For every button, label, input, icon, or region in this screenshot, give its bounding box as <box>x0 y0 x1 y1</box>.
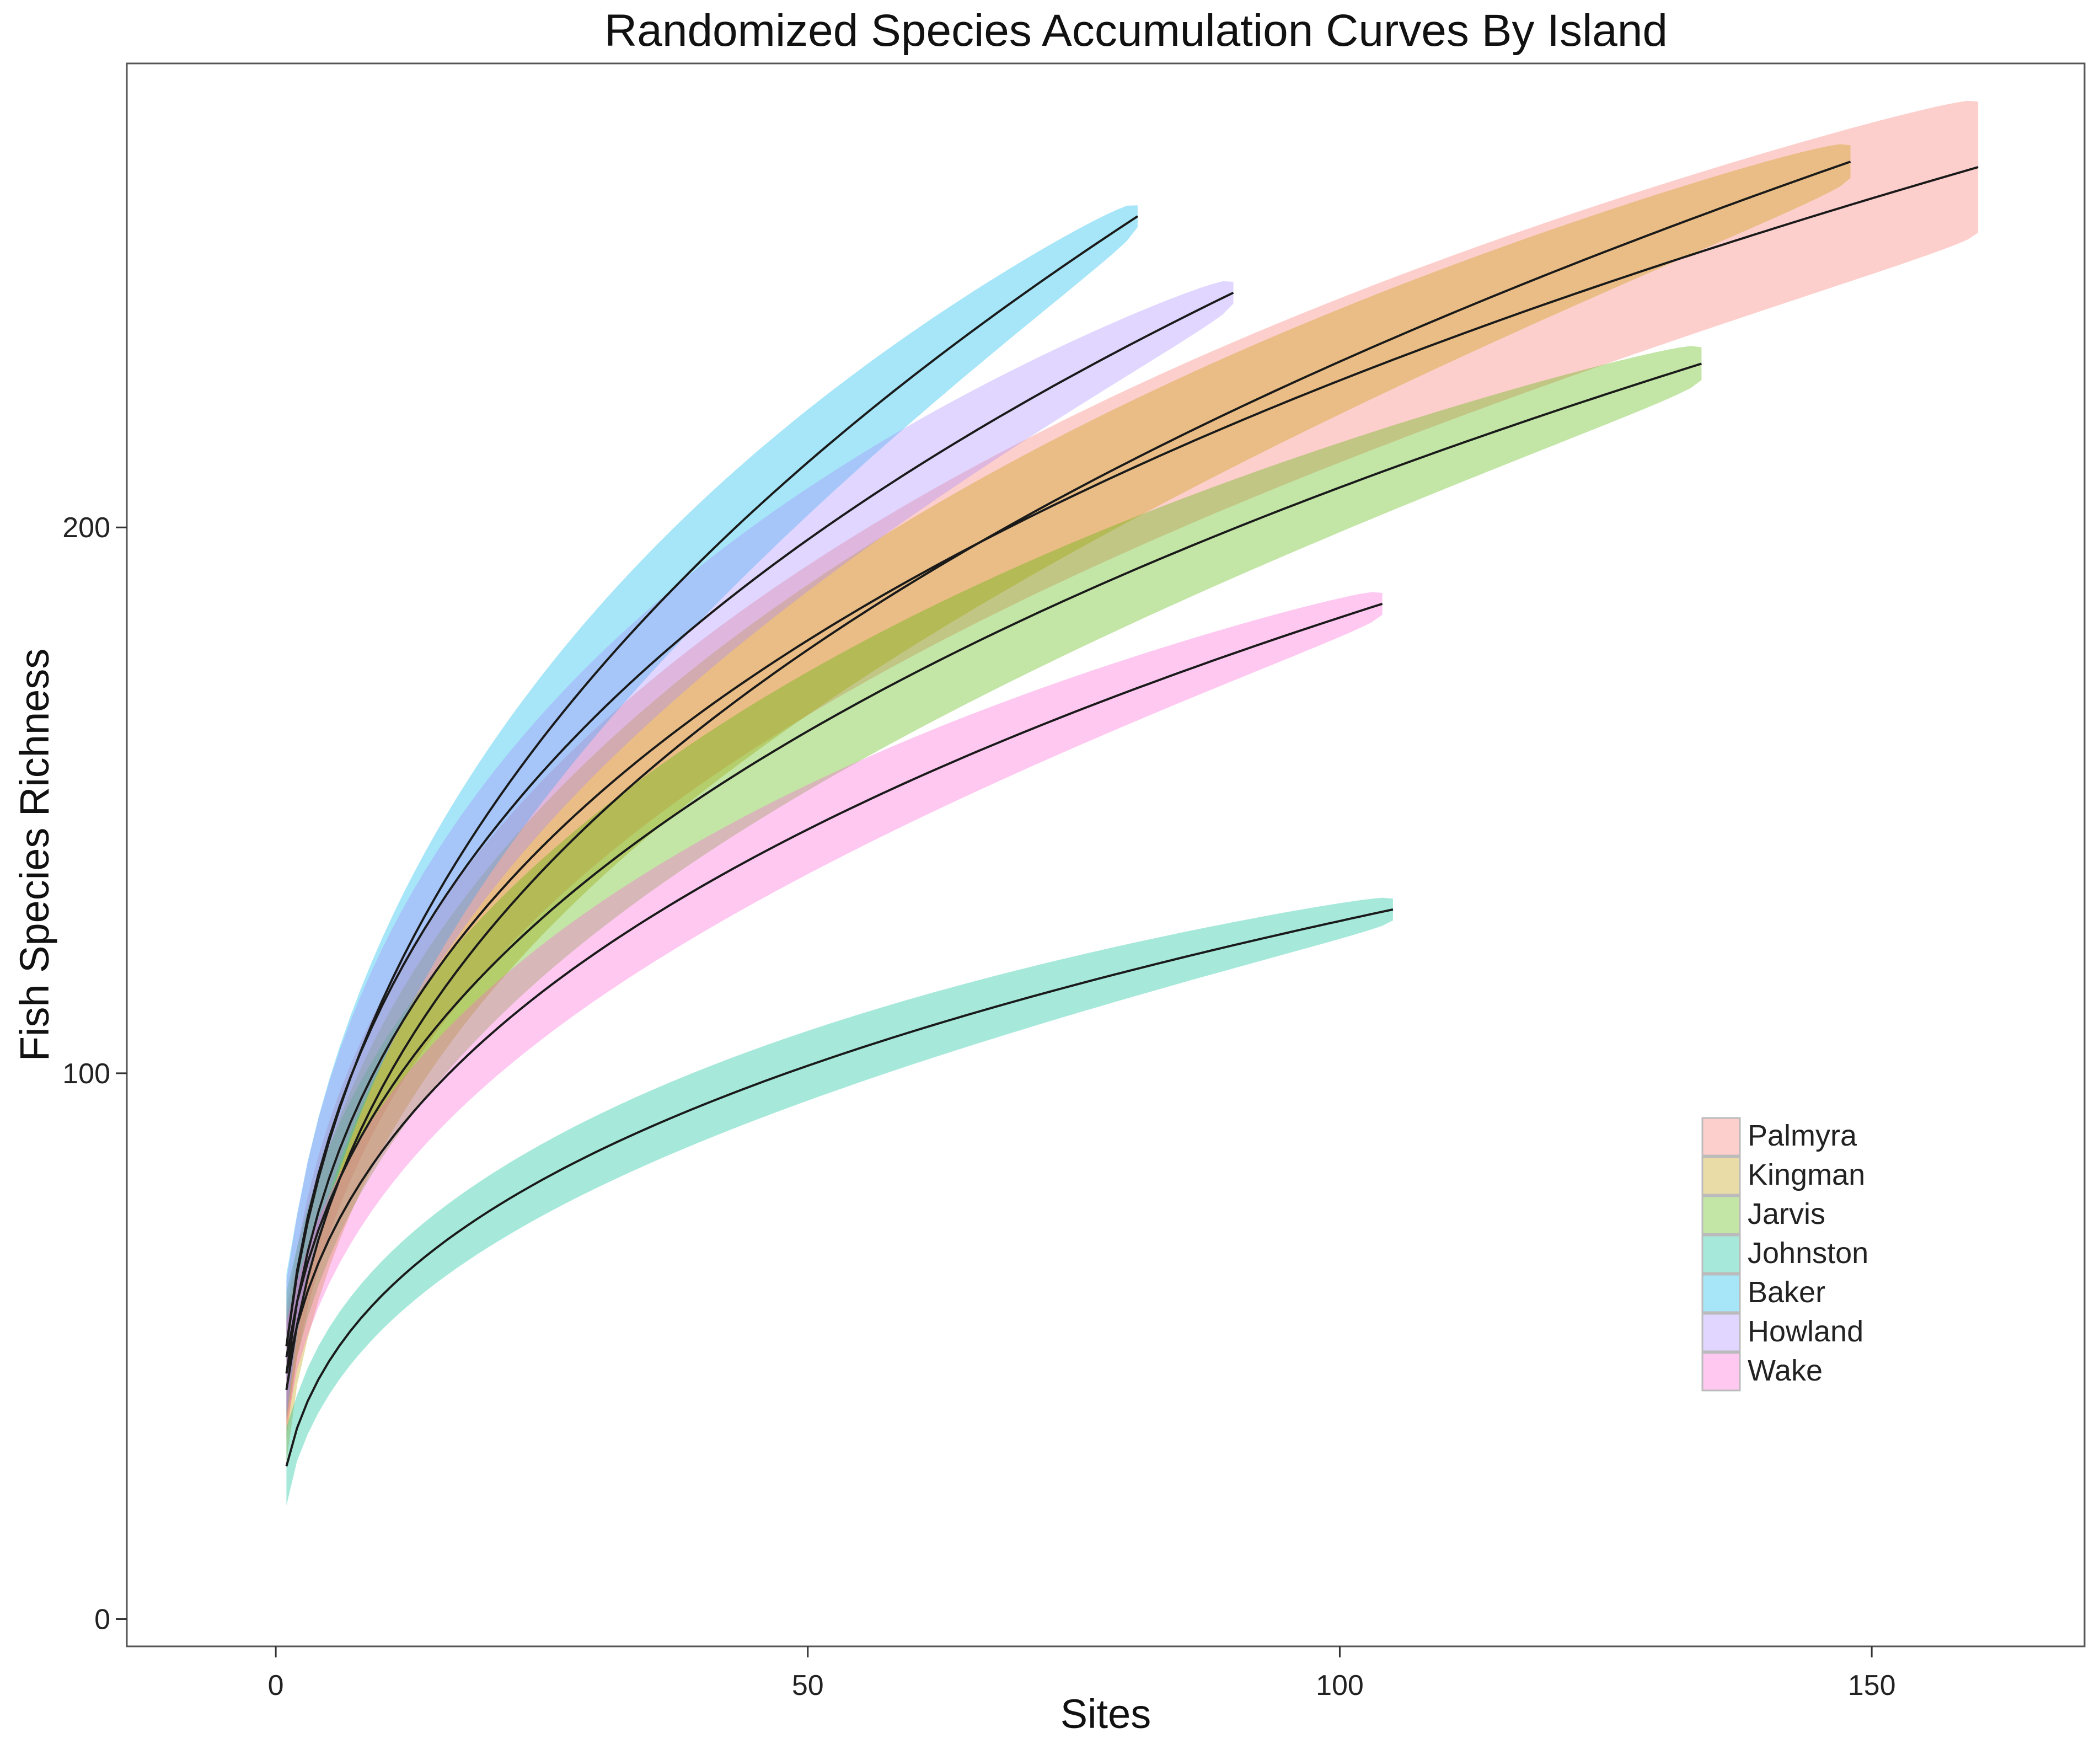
mean-line-palmyra <box>285 166 1979 1374</box>
legend-swatch <box>1701 1156 1741 1196</box>
legend-label: Johnston <box>1748 1237 1868 1270</box>
y-axis: 0 100 200 <box>62 512 127 1636</box>
x-tick-label: 150 <box>1848 1670 1896 1702</box>
legend-label: Wake <box>1748 1354 1823 1387</box>
legend-label: Howland <box>1748 1315 1863 1348</box>
x-axis-label: Sites <box>1060 1691 1151 1737</box>
legend-label: Baker <box>1748 1276 1825 1309</box>
legend-label: Jarvis <box>1748 1197 1825 1231</box>
x-tick-label: 0 <box>268 1670 284 1702</box>
mean-line-jarvis <box>285 362 1702 1357</box>
legend-swatch <box>1701 1117 1741 1157</box>
legend-item-johnston: Johnston <box>1701 1234 1868 1274</box>
plot-panel-border <box>126 62 2086 1647</box>
mean-line-baker <box>285 215 1138 1346</box>
ci-band-baker <box>286 205 1138 1419</box>
legend-item-howland: Howland <box>1701 1313 1863 1352</box>
legend-swatch <box>1701 1313 1741 1352</box>
confidence-bands <box>286 100 1979 1506</box>
y-tick-label: 200 <box>62 512 110 544</box>
legend-item-jarvis: Jarvis <box>1701 1195 1825 1235</box>
legend-swatch <box>1701 1234 1741 1274</box>
legend-item-kingman: Kingman <box>1701 1156 1865 1196</box>
legend-item-palmyra: Palmyra <box>1701 1117 1857 1157</box>
x-tick-label: 50 <box>792 1670 824 1702</box>
chart-title: Randomized Species Accumulation Curves B… <box>604 6 1668 56</box>
ci-band-wake <box>286 592 1383 1426</box>
ci-band-kingman <box>286 144 1851 1462</box>
legend-item-wake: Wake <box>1701 1352 1823 1392</box>
mean-line-wake <box>285 602 1383 1374</box>
legend-label: Kingman <box>1748 1158 1865 1191</box>
legend-label: Palmyra <box>1748 1119 1857 1152</box>
x-tick-label: 100 <box>1316 1670 1364 1702</box>
legend: Palmyra Kingman Jarvis Johnston Baker Howland… <box>1701 1117 1868 1392</box>
ci-band-johnston <box>286 897 1393 1506</box>
mean-line-johnston <box>285 908 1394 1467</box>
ci-band-jarvis <box>286 346 1702 1423</box>
legend-swatch <box>1701 1195 1741 1235</box>
y-tick-label: 100 <box>62 1058 110 1090</box>
mean-line-kingman <box>285 161 1851 1390</box>
ci-band-palmyra <box>286 100 1979 1439</box>
y-axis-label: Fish Species Richness <box>12 649 57 1062</box>
legend-swatch <box>1701 1274 1741 1313</box>
legend-swatch <box>1701 1352 1741 1392</box>
y-tick-label: 0 <box>94 1604 110 1636</box>
ci-band-howland <box>286 281 1234 1412</box>
mean-lines <box>285 161 1979 1467</box>
x-axis: 0 50 100 150 <box>268 1646 1896 1702</box>
mean-line-howland <box>285 291 1234 1346</box>
legend-item-baker: Baker <box>1701 1274 1825 1313</box>
